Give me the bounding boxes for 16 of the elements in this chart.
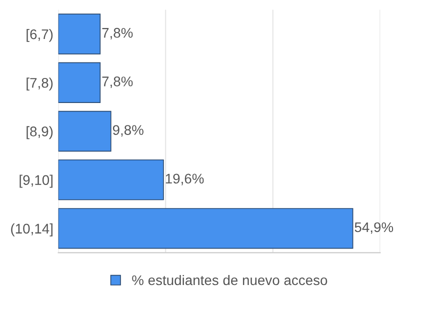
data-label: 9,8%	[112, 125, 144, 137]
bar	[58, 62, 101, 103]
bar	[58, 110, 112, 152]
data-label: 54,9%	[354, 222, 394, 234]
y-tick-label: [6,7)	[26, 28, 53, 42]
y-tick-label: [7,8)	[26, 78, 53, 91]
data-label: 19,6%	[166, 174, 204, 186]
bar	[58, 14, 101, 54]
y-tick-label: [9,10]	[20, 174, 52, 188]
y-tick-label: (10,14]	[11, 223, 52, 236]
bar	[58, 208, 354, 249]
data-label: 7,8%	[102, 76, 133, 88]
data-label: 7,8%	[102, 28, 133, 40]
y-tick-label: [8,9)	[26, 126, 53, 140]
bar	[58, 159, 164, 200]
legend-label: % estudiantes de nuevo acceso	[132, 274, 328, 286]
